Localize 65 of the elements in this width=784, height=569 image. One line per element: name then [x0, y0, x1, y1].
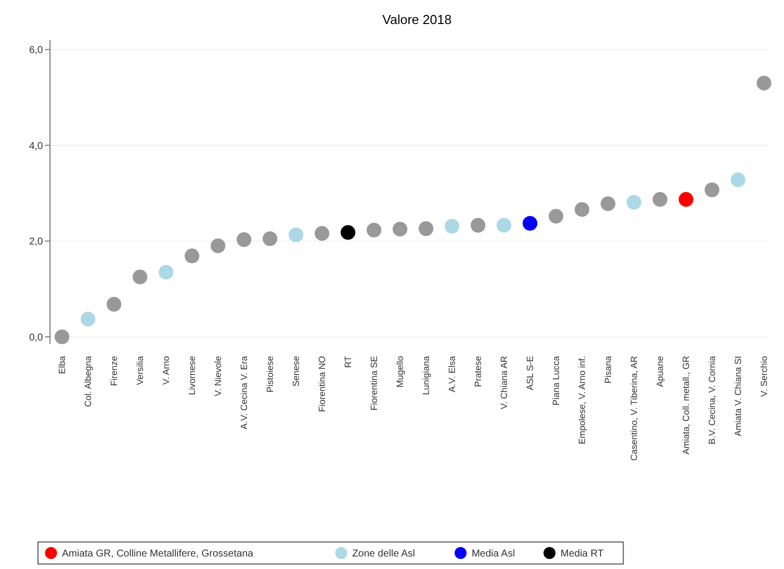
x-tick-label: V. Serchio	[759, 356, 769, 397]
point	[496, 218, 512, 233]
point	[80, 312, 96, 326]
point	[730, 172, 746, 188]
legend-label: Media RT	[560, 548, 604, 560]
point	[262, 231, 278, 246]
x-tick-label: V. Chiana AR	[499, 356, 509, 410]
x-tick-label: Fiorentina SE	[369, 356, 379, 411]
chart-title: Valore 2018	[382, 12, 452, 27]
x-tick-label: Amiata V. Chiana SI	[733, 356, 743, 436]
point	[418, 221, 434, 236]
point	[54, 329, 70, 344]
point	[132, 270, 148, 284]
point	[444, 218, 460, 234]
point	[652, 192, 668, 207]
x-tick-label: Piana Lucca	[551, 356, 561, 406]
point	[236, 232, 252, 247]
point	[600, 196, 616, 212]
y-tick-label: 0,0	[29, 332, 44, 344]
point	[704, 182, 720, 198]
point	[626, 194, 642, 210]
x-tick-label: RT	[343, 356, 353, 368]
x-tick-label: Apuane	[655, 356, 665, 388]
y-tick-label: 6,0	[29, 45, 44, 56]
x-tick-label: Mugello	[395, 356, 405, 388]
x-tick-label: Pratese	[473, 356, 483, 388]
x-tick-label: Senese	[291, 356, 301, 387]
point	[678, 192, 694, 207]
point	[366, 222, 382, 238]
legend-label: Amiata GR, Colline Metallifere, Grossetana	[62, 548, 254, 560]
x-tick-label: Versilia	[135, 356, 145, 386]
x-tick-label: Casentino, V. Tiberina, AR	[629, 356, 639, 461]
point	[210, 238, 226, 254]
point	[314, 226, 330, 241]
x-tick-label: Pisana	[603, 356, 613, 384]
point	[574, 202, 590, 217]
point	[158, 264, 174, 280]
point	[548, 208, 564, 224]
x-tick-label: Amiata, Coll. metall., GR	[681, 356, 691, 455]
x-tick-label: A.V. Cecina V. Era	[239, 356, 249, 430]
x-tick-label: Pistoiese	[265, 356, 275, 393]
x-tick-label: ASL S-E	[525, 356, 535, 390]
point	[340, 225, 356, 240]
x-tick-label: V. Nievole	[213, 356, 223, 396]
x-tick-label: Elba	[57, 356, 67, 374]
y-tick-label: 2,0	[29, 236, 44, 248]
x-tick-label: Lunigiana	[421, 356, 431, 396]
x-tick-label: V. Arno	[161, 356, 171, 385]
x-tick-label: Col. Albegna	[83, 356, 93, 408]
legend-label: Zone delle Asl	[352, 548, 416, 560]
y-tick-label: 4,0	[29, 140, 44, 152]
x-tick-label: Livornese	[187, 356, 197, 396]
x-tick-label: B.V. Cecina, V. Cornia	[707, 356, 717, 444]
x-tick-label: Fiorentina NO	[317, 356, 327, 412]
legend-label: Media Asl	[472, 548, 515, 560]
x-tick-label: A.V. Elsa	[447, 356, 457, 392]
point	[392, 222, 408, 236]
point	[522, 216, 538, 231]
point	[106, 296, 122, 312]
point	[184, 248, 200, 264]
point	[288, 228, 304, 242]
x-tick-label: Firenze	[109, 356, 119, 386]
point	[470, 218, 486, 233]
x-tick-label: Empolese, V. Arno inf.	[577, 356, 587, 444]
point	[756, 76, 772, 90]
